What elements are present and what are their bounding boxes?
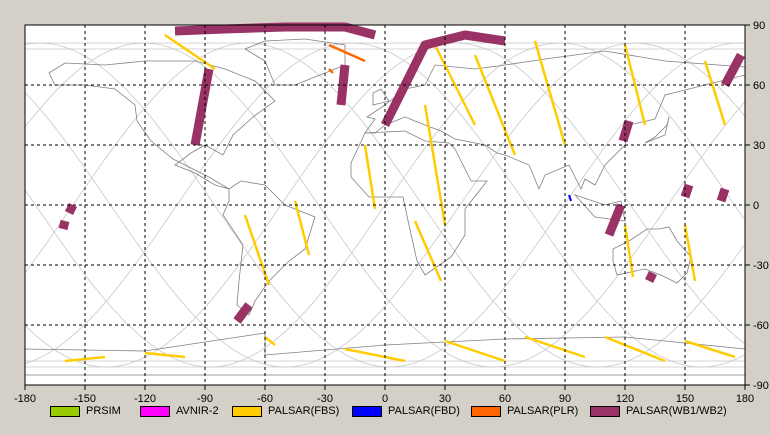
lon-tick-label: 90 bbox=[559, 393, 571, 405]
coastline bbox=[612, 226, 692, 284]
legend-swatch bbox=[232, 405, 262, 417]
lon-tick-label: 30 bbox=[439, 393, 451, 405]
swath-wb-china bbox=[618, 119, 634, 143]
legend-swatch bbox=[140, 405, 170, 417]
lat-tick-label: -60 bbox=[753, 320, 769, 332]
swath-wb-hawaii-a bbox=[64, 202, 78, 216]
swath-fbs-19 bbox=[604, 335, 666, 363]
legend-swatch bbox=[471, 405, 501, 417]
lon-tick-label: -120 bbox=[134, 393, 156, 405]
swath-fbs-4 bbox=[363, 144, 377, 210]
lat-tick-label: 0 bbox=[753, 200, 759, 212]
lon-tick-label: -180 bbox=[14, 393, 36, 405]
coastline bbox=[48, 60, 276, 190]
legend-label: AVNIR-2 bbox=[176, 405, 219, 417]
coastline bbox=[222, 180, 316, 316]
swath-fbs-1 bbox=[164, 33, 216, 71]
swath-fbs-18 bbox=[524, 335, 586, 359]
legend-item: PALSAR(FBS) bbox=[232, 403, 339, 419]
axis-ticks: -180 -150 -120 -90 -60 -30 0 30 60 90 120 150 180 90 6… bbox=[14, 20, 769, 405]
swath-wb-australia bbox=[644, 270, 658, 284]
lon-tick-label: 60 bbox=[499, 393, 511, 405]
swath-fbs-13 bbox=[683, 224, 697, 282]
lon-tick-label: -30 bbox=[317, 393, 333, 405]
swath-fbs-14 bbox=[64, 355, 106, 363]
lat-tick-label: 90 bbox=[753, 20, 765, 32]
lon-tick-label: 150 bbox=[676, 393, 694, 405]
swath-fbs-12 bbox=[623, 224, 635, 278]
coastline bbox=[372, 88, 390, 106]
swath-fbs-7 bbox=[433, 44, 477, 126]
swath-wb-indonesia bbox=[604, 203, 626, 237]
lat-tick-label: 60 bbox=[753, 80, 765, 92]
swath-fbd-1 bbox=[568, 194, 572, 202]
coastline bbox=[644, 116, 670, 144]
swath-wb-east-russia bbox=[721, 52, 745, 88]
swath-wb-siberia-arc bbox=[380, 30, 506, 128]
lat-tick-label: -30 bbox=[753, 260, 769, 272]
swath-fbs-21 bbox=[264, 336, 276, 346]
swath-plr-1 bbox=[328, 43, 366, 63]
legend-swatch bbox=[590, 405, 620, 417]
map-grid bbox=[25, 25, 745, 385]
swath-fbs-20 bbox=[684, 339, 736, 359]
swath-fbs-17 bbox=[444, 339, 506, 363]
legend: PRSIM AVNIR-2 PALSAR(FBS) PALSAR(FBD) PALSAR… bbox=[0, 400, 770, 422]
swath-fbs-16 bbox=[344, 347, 406, 363]
swath-fbs-8 bbox=[473, 54, 517, 156]
swath-fbs-10 bbox=[623, 44, 647, 126]
lon-tick-label: -150 bbox=[74, 393, 96, 405]
legend-item: PALSAR(WB1/WB2) bbox=[590, 403, 727, 419]
lon-tick-label: 120 bbox=[616, 393, 634, 405]
swath-fbs-6 bbox=[413, 220, 443, 282]
lat-tick-label: -90 bbox=[753, 380, 769, 392]
legend-item: PRSIM bbox=[50, 403, 121, 419]
swath-wb-pacific-a bbox=[680, 183, 694, 199]
legend-label: PRSIM bbox=[86, 405, 121, 417]
legend-label: PALSAR(PLR) bbox=[507, 405, 579, 417]
lon-tick-label: 0 bbox=[382, 393, 388, 405]
legend-swatch bbox=[352, 405, 382, 417]
legend-label: PALSAR(FBS) bbox=[268, 405, 340, 417]
swath-wb-hawaii-b bbox=[58, 219, 70, 231]
swath-wb-north-america bbox=[190, 68, 214, 146]
legend-swatch bbox=[50, 405, 80, 417]
swath-wb-pacific-b bbox=[716, 187, 730, 203]
swath-wb-argentina bbox=[233, 302, 253, 324]
lon-tick-label: 180 bbox=[736, 393, 754, 405]
swath-wb-canada-arc bbox=[174, 22, 377, 40]
legend-label: PALSAR(WB1/WB2) bbox=[626, 405, 727, 417]
legend-item: PALSAR(FBD) bbox=[352, 403, 460, 419]
lon-tick-label: -60 bbox=[257, 393, 273, 405]
swath-plr-2 bbox=[328, 68, 334, 74]
coastline bbox=[350, 130, 488, 276]
lon-tick-label: -90 bbox=[197, 393, 213, 405]
swath-fbs-3 bbox=[293, 200, 311, 256]
lat-tick-label: 30 bbox=[753, 140, 765, 152]
swath-fbs-9 bbox=[533, 40, 567, 146]
swath-fbs-11 bbox=[703, 60, 727, 126]
coastline bbox=[244, 38, 346, 86]
legend-item: AVNIR-2 bbox=[140, 403, 219, 419]
legend-item: PALSAR(PLR) bbox=[471, 403, 578, 419]
swath-fbs-15 bbox=[144, 351, 186, 359]
legend-label: PALSAR(FBD) bbox=[388, 405, 460, 417]
